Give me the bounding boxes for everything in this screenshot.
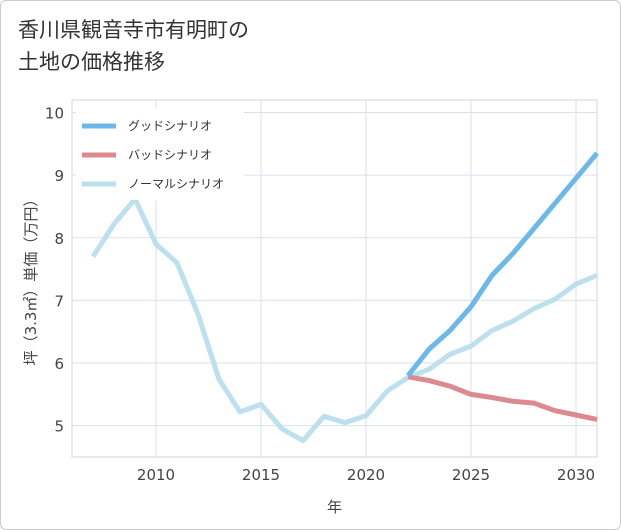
y-tick-label: 6: [54, 355, 64, 373]
legend-label-0: グッドシナリオ: [128, 119, 212, 133]
title-line-2: 土地の価格推移: [18, 50, 165, 74]
series-line-0: [406, 151, 599, 378]
x-tick-label: 2010: [137, 466, 175, 484]
y-axis-ticks: 5 6 7 8 9 10: [45, 105, 64, 436]
series-line-1: [407, 374, 598, 422]
y-tick-label: 5: [54, 418, 64, 436]
y-tick-label: 10: [45, 105, 64, 123]
x-tick-label: 2030: [557, 466, 595, 484]
title-line-1: 香川県観音寺市有明町の: [18, 18, 249, 42]
legend-label-2: ノーマルシナリオ: [128, 177, 224, 191]
grid-lines: [72, 100, 597, 457]
chart-title: 香川県観音寺市有明町の 土地の価格推移: [18, 14, 578, 78]
series-lines: [90, 151, 599, 444]
legend-label-1: バッドシナリオ: [128, 148, 212, 162]
x-axis-label: 年: [327, 498, 342, 516]
y-tick-label: 7: [54, 292, 64, 310]
x-tick-label: 2020: [347, 466, 385, 484]
x-tick-label: 2025: [452, 466, 490, 484]
x-axis-ticks: 2010 2015 2020 2025 2030: [137, 466, 595, 484]
x-tick-label: 2015: [242, 466, 280, 484]
y-tick-label: 9: [54, 167, 64, 185]
series-line-2: [90, 196, 598, 444]
y-tick-label: 8: [54, 230, 64, 248]
y-axis-label: 坪（3.3㎡）単価（万円）: [22, 192, 40, 366]
